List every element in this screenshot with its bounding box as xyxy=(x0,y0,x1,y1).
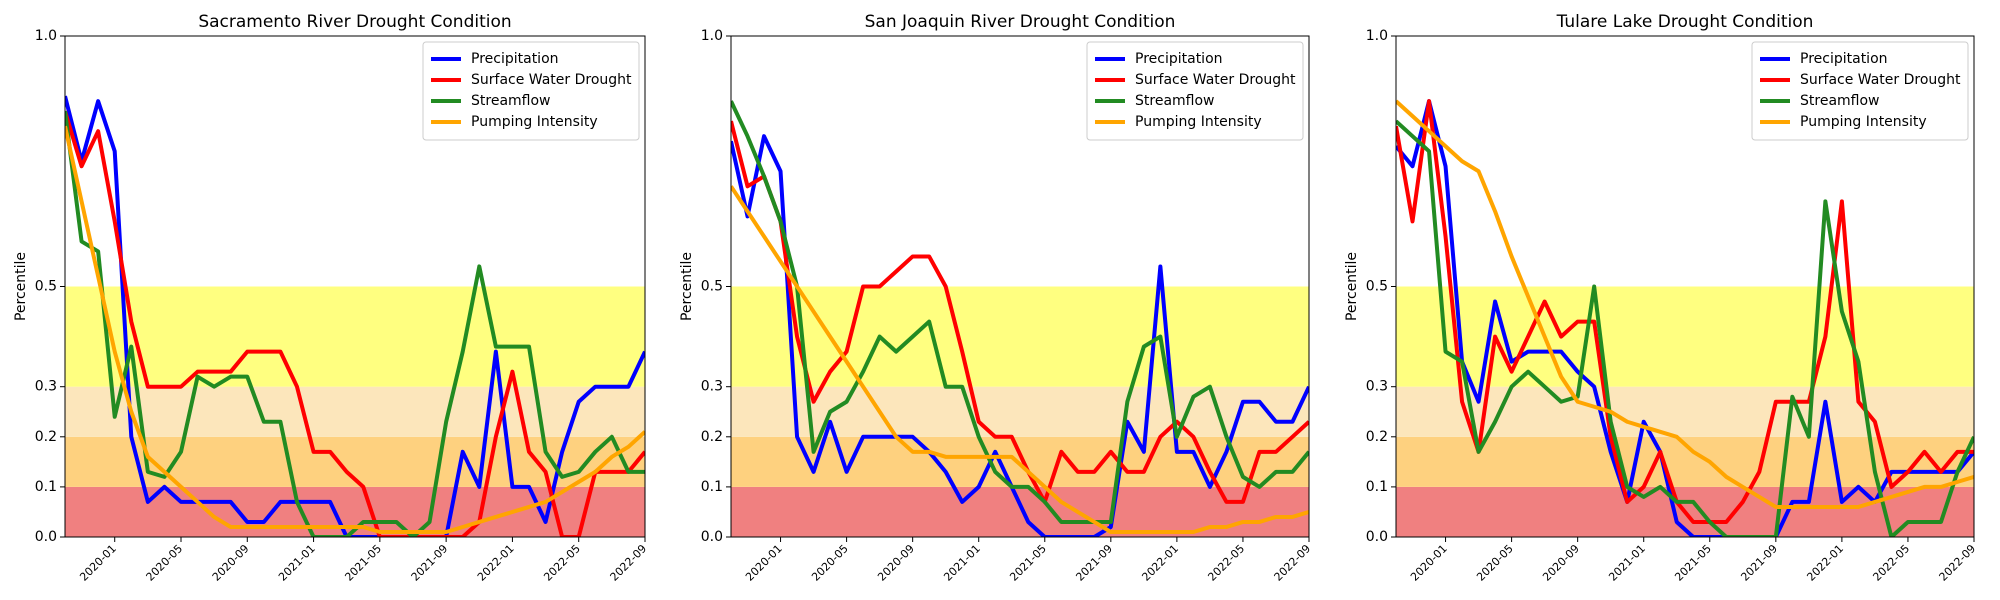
x-tick-label: 2020-09 xyxy=(210,542,252,584)
legend-label: Streamflow xyxy=(1800,93,1880,109)
y-tick-label: 0.2 xyxy=(35,429,57,445)
series-line xyxy=(731,100,1309,524)
y-axis-label: Percentile xyxy=(679,252,695,321)
x-tick-label: 2021-01 xyxy=(276,542,318,584)
lines xyxy=(1396,99,1974,537)
subplot: 0.0 0.1 0.2 0.3 0.5 1.0 2020-01 2020-05 2020-09 2… xyxy=(679,12,1313,584)
x-tick-label: 2020-01 xyxy=(1408,542,1450,584)
series-line xyxy=(1396,99,1974,509)
chart-title: Sacramento River Drought Condition xyxy=(198,12,511,32)
threshold-band xyxy=(731,286,1309,387)
legend-label: Pumping Intensity xyxy=(1800,114,1927,130)
y-tick-label: 0.1 xyxy=(1366,479,1388,495)
legend-label: Precipitation xyxy=(1800,51,1888,67)
x-tick-label: 2021-09 xyxy=(409,542,451,584)
y-tick-label: 0.0 xyxy=(701,529,723,545)
x-tick-label: 2020-01 xyxy=(77,542,119,584)
x-tick-label: 2021-01 xyxy=(1606,542,1648,584)
x-tick-label: 2021-09 xyxy=(1073,542,1115,584)
x-tick-label: 2022-05 xyxy=(1870,542,1912,584)
chart-title: Tulare Lake Drought Condition xyxy=(1556,12,1814,32)
x-tick-label: 2021-05 xyxy=(1007,542,1049,584)
lines xyxy=(65,95,645,537)
chart-title: San Joaquin River Drought Condition xyxy=(865,12,1176,32)
y-tick-label: 0.5 xyxy=(1366,279,1388,295)
y-axis-label: Percentile xyxy=(1344,252,1360,321)
y-tick-label: 0.1 xyxy=(701,479,723,495)
series-line xyxy=(65,95,645,537)
threshold-band xyxy=(65,286,645,387)
x-tick-label: 2020-09 xyxy=(875,542,917,584)
x-tick-label: 2021-05 xyxy=(1672,542,1714,584)
series-line xyxy=(731,134,1309,537)
x-tick-label: 2020-05 xyxy=(144,542,186,584)
legend-label: Precipitation xyxy=(1135,51,1223,67)
x-tick-label: 2020-05 xyxy=(1474,542,1516,584)
x-tick-label: 2020-01 xyxy=(743,542,785,584)
legend-label: Streamflow xyxy=(471,93,551,109)
x-tick-label: 2022-01 xyxy=(1804,542,1846,584)
x-tick-label: 2022-01 xyxy=(475,542,517,584)
y-axis-label: Percentile xyxy=(13,252,29,321)
legend-label: Surface Water Drought xyxy=(1135,72,1296,88)
lines xyxy=(731,100,1309,537)
x-tick-label: 2020-05 xyxy=(809,542,851,584)
y-tick-label: 1.0 xyxy=(701,28,723,44)
x-tick-label: 2022-09 xyxy=(1937,542,1979,584)
x-tick-label: 2021-01 xyxy=(941,542,983,584)
series-line xyxy=(65,110,645,537)
legend-label: Pumping Intensity xyxy=(471,114,598,130)
y-tick-label: 0.0 xyxy=(1366,529,1388,545)
legend-label: Surface Water Drought xyxy=(1800,72,1961,88)
legend-box xyxy=(1086,41,1304,141)
legend: Precipitation Surface Water Drought Stream… xyxy=(422,41,640,141)
y-tick-label: 0.1 xyxy=(35,479,57,495)
y-tick-label: 0.3 xyxy=(701,379,723,395)
subplot: 0.0 0.1 0.2 0.3 0.5 1.0 2020-01 2020-05 2020-09 2… xyxy=(1344,12,1978,584)
x-tick-label: 2022-05 xyxy=(541,542,583,584)
legend-label: Surface Water Drought xyxy=(471,72,632,88)
series-line xyxy=(1396,99,1974,537)
legend-label: Precipitation xyxy=(471,51,559,67)
threshold-band xyxy=(65,386,645,437)
legend-label: Streamflow xyxy=(1135,93,1215,109)
legend: Precipitation Surface Water Drought Stream… xyxy=(1751,41,1969,141)
x-tick-label: 2022-09 xyxy=(608,542,650,584)
series-line xyxy=(65,110,645,537)
y-tick-label: 0.2 xyxy=(1366,429,1388,445)
legend-label: Pumping Intensity xyxy=(1135,114,1262,130)
legend-box xyxy=(1751,41,1969,141)
y-tick-label: 0.2 xyxy=(701,429,723,445)
y-tick-label: 0.3 xyxy=(35,379,57,395)
x-tick-label: 2022-01 xyxy=(1139,542,1181,584)
series-line xyxy=(1396,99,1974,524)
y-tick-label: 0.5 xyxy=(701,279,723,295)
y-tick-label: 0.3 xyxy=(1366,379,1388,395)
legend: Precipitation Surface Water Drought Stream… xyxy=(1086,41,1304,141)
series-line xyxy=(65,125,645,534)
y-tick-label: 0.0 xyxy=(35,529,57,545)
x-tick-label: 2021-05 xyxy=(342,542,384,584)
threshold-band xyxy=(1396,286,1974,387)
y-tick-label: 1.0 xyxy=(35,28,57,44)
x-tick-label: 2020-09 xyxy=(1540,542,1582,584)
subplot: 0.0 0.1 0.2 0.3 0.5 1.0 2020-01 2020-05 2020-09 2… xyxy=(13,12,649,584)
series-line xyxy=(731,185,1309,534)
series-line xyxy=(1396,119,1974,537)
x-tick-label: 2022-09 xyxy=(1272,542,1314,584)
legend-box xyxy=(422,41,640,141)
y-tick-label: 0.5 xyxy=(35,279,57,295)
x-tick-label: 2021-09 xyxy=(1738,542,1780,584)
y-tick-label: 1.0 xyxy=(1366,28,1388,44)
series-line xyxy=(731,120,1309,504)
x-tick-label: 2022-05 xyxy=(1205,542,1247,584)
